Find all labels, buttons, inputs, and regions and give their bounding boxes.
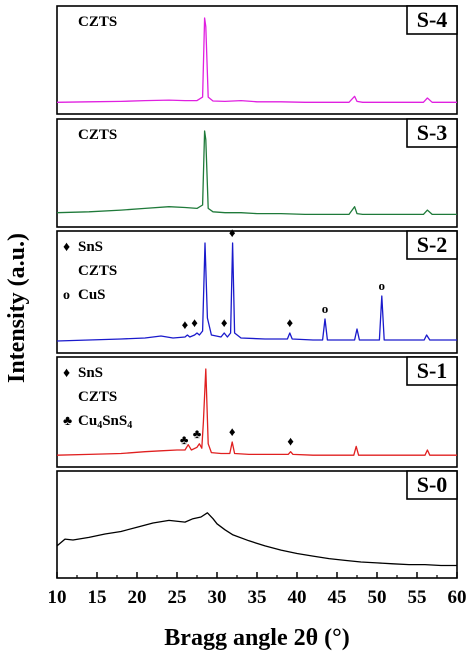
sample-label: S-2 xyxy=(417,232,448,257)
panel-s-1: S-1 ♦ SnS CZTS ♣ Cu4SnS4 xyxy=(56,356,458,468)
peak-marker: ♣ xyxy=(180,432,189,447)
legend-entry: SnS xyxy=(78,365,103,381)
panel-s-3: S-3 CZTS xyxy=(56,118,458,228)
x-tick-label: 25 xyxy=(168,587,187,608)
sample-label-box xyxy=(406,118,458,148)
y-axis-label: Intensity (a.u.) xyxy=(4,233,30,383)
legend-entry: CuS xyxy=(78,287,106,303)
legend-entry: SnS xyxy=(78,239,103,255)
series-line-s-1 xyxy=(56,368,457,456)
panel-frame xyxy=(56,470,458,579)
x-tick-label: 45 xyxy=(328,587,347,608)
panel-frame xyxy=(56,5,458,115)
x-tick-label: 55 xyxy=(408,587,427,608)
peak-marker: ♦ xyxy=(229,424,236,439)
series-line-s-0 xyxy=(56,512,457,567)
legend-entry: Cu4SnS4 xyxy=(78,413,132,431)
legend-symbol: ♦ xyxy=(63,240,70,255)
sample-label: S-1 xyxy=(417,358,448,383)
panels-group: S-4 CZTS S-3 CZTS S-2 ♦ SnS CZTS o CuS S-1 ♦ SnS CZTS… xyxy=(56,5,458,579)
peak-marker: o xyxy=(379,278,386,293)
peak-marker: o xyxy=(322,301,329,316)
legend-symbol: o xyxy=(63,288,70,303)
x-tick-label: 60 xyxy=(448,587,467,608)
peak-marker: ♦ xyxy=(191,315,198,330)
series-line-s-4 xyxy=(56,17,457,103)
sample-label-box xyxy=(406,5,458,35)
peak-marker: ♣ xyxy=(193,426,202,441)
panel-s-0: S-0 xyxy=(56,470,458,579)
panel-s-4: S-4 CZTS xyxy=(56,5,458,115)
x-tick-label: 10 xyxy=(48,587,67,608)
sample-label: S-4 xyxy=(417,7,448,32)
legend-entry: CZTS xyxy=(78,263,117,279)
x-axis-label: Bragg angle 2θ (°) xyxy=(164,625,349,651)
panel-frame xyxy=(56,118,458,228)
x-tick-label: 20 xyxy=(128,587,147,608)
legend-symbol: ♣ xyxy=(63,414,72,429)
sample-label-box xyxy=(406,230,458,260)
legend-entry: CZTS xyxy=(78,14,117,30)
peak-marker: ♦ xyxy=(287,434,294,449)
panel-frame xyxy=(56,356,458,468)
sample-label-box xyxy=(406,470,458,500)
peak-marker: ♦ xyxy=(286,315,293,330)
sample-label: S-0 xyxy=(417,472,448,497)
peak-marker: ♦ xyxy=(221,315,228,330)
series-line-s-2 xyxy=(56,242,457,342)
legend-entry: CZTS xyxy=(78,389,117,405)
legend-entry: CZTS xyxy=(78,127,117,143)
series-line-s-3 xyxy=(56,130,457,216)
x-tick-label: 35 xyxy=(248,587,267,608)
legend-symbol: ♦ xyxy=(63,366,70,381)
sample-label-box xyxy=(406,356,458,386)
sample-label: S-3 xyxy=(417,120,448,145)
x-axis: 10 15 20 25 30 35 40 45 50 55 60 xyxy=(48,572,467,608)
x-tick-label: 50 xyxy=(368,587,387,608)
peak-marker: ♦ xyxy=(229,225,236,240)
x-tick-label: 40 xyxy=(288,587,307,608)
x-tick-label: 30 xyxy=(208,587,227,608)
panel-frame xyxy=(56,230,458,354)
peak-marker: ♦ xyxy=(182,317,189,332)
panel-s-2: S-2 ♦ SnS CZTS o CuS xyxy=(56,230,458,354)
x-tick-label: 15 xyxy=(88,587,107,608)
